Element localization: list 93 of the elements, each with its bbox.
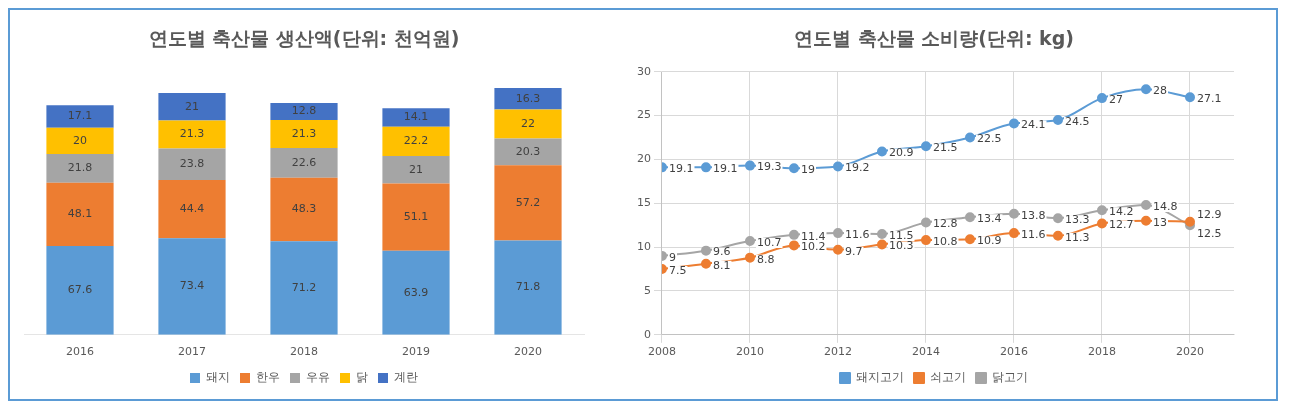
legend-label: 돼지 [206, 370, 230, 385]
x-tick-label: 2016 [1000, 345, 1028, 359]
data-label: 19.1 [713, 162, 738, 176]
data-label: 11.5 [889, 228, 914, 242]
y-tick-label: 10 [637, 239, 651, 253]
data-label: 10.9 [977, 234, 1002, 248]
data-label: 71.8 [515, 280, 541, 294]
x-tick-label: 2019 [402, 345, 430, 359]
data-label: 21.8 [67, 161, 93, 175]
data-label: 19.3 [757, 160, 782, 174]
data-label: 21 [409, 162, 423, 176]
legend-label: 한우 [256, 370, 280, 385]
data-label: 7.5 [669, 263, 687, 277]
data-label: 16.3 [515, 91, 541, 105]
x-tick-label: 2012 [824, 345, 852, 359]
data-label: 10.3 [889, 239, 914, 253]
legend-label: 우유 [306, 370, 330, 385]
x-tick-label: 2020 [1176, 345, 1204, 359]
data-label: 22.5 [977, 132, 1002, 146]
x-tick-label: 2020 [514, 345, 542, 359]
data-label: 14.8 [1153, 199, 1178, 213]
data-label: 63.9 [403, 285, 429, 299]
data-label: 12.7 [1109, 218, 1134, 232]
data-label: 21.3 [291, 126, 317, 140]
data-label: 57.2 [515, 195, 541, 209]
data-label: 14.1 [403, 110, 429, 124]
data-label: 21 [185, 99, 199, 113]
y-tick-label: 20 [637, 152, 651, 166]
legend-label: 돼지고기 [856, 370, 904, 385]
legend-label: 쇠고기 [930, 370, 966, 385]
data-label: 9 [669, 250, 676, 264]
data-label: 20 [73, 133, 87, 147]
y-tick-label: 30 [637, 64, 651, 78]
data-label: 22.6 [291, 155, 317, 169]
data-label: 10.8 [933, 234, 958, 248]
data-label: 13.4 [977, 212, 1002, 226]
y-tick-label: 15 [637, 196, 651, 210]
data-label: 71.2 [291, 280, 317, 294]
data-label: 21.5 [933, 141, 958, 155]
chart-title: 연도별 축산물 생산액(단위: 천억원) [148, 27, 460, 50]
data-label: 67.6 [67, 283, 93, 297]
y-tick-label: 5 [644, 283, 651, 297]
x-tick-label: 2016 [66, 345, 94, 359]
x-tick-label: 2018 [290, 345, 318, 359]
data-label: 19.1 [669, 162, 694, 176]
x-tick-label: 2014 [912, 345, 940, 359]
data-label: 13 [1153, 215, 1167, 229]
data-label: 10.7 [757, 235, 782, 249]
data-label: 44.4 [179, 201, 205, 215]
data-label: 22.2 [403, 134, 429, 148]
data-label: 11.4 [801, 229, 826, 243]
data-label: 48.3 [291, 202, 317, 216]
data-label: 24.1 [1021, 118, 1046, 132]
data-label: 23.8 [179, 157, 205, 171]
legend-label: 계란 [394, 370, 418, 385]
x-tick-label: 2017 [178, 345, 206, 359]
data-label: 22 [521, 116, 535, 130]
data-label: 19 [801, 163, 815, 177]
data-label: 11.6 [1021, 227, 1046, 241]
data-label: 14.2 [1109, 205, 1134, 219]
data-label: 12.5 [1197, 227, 1222, 241]
data-label: 13.3 [1065, 213, 1090, 227]
data-label: 21.3 [179, 127, 205, 141]
data-label: 17.1 [67, 109, 93, 123]
data-label: 12.8 [291, 104, 317, 118]
y-tick-label: 25 [637, 108, 651, 122]
x-tick-label: 2008 [648, 345, 676, 359]
x-tick-label: 2018 [1088, 345, 1116, 359]
data-label: 12.9 [1197, 207, 1222, 221]
data-label: 13.8 [1021, 208, 1046, 222]
data-label: 20.9 [889, 146, 914, 160]
data-label: 12.8 [933, 217, 958, 231]
data-label: 48.1 [67, 207, 93, 221]
data-label: 28 [1153, 84, 1167, 98]
y-tick-label: 0 [644, 327, 651, 341]
data-label: 24.5 [1065, 114, 1090, 128]
data-label: 10.2 [801, 240, 826, 254]
data-label: 51.1 [403, 210, 429, 224]
data-label: 19.2 [845, 161, 870, 175]
legend-label: 닭 [356, 370, 368, 385]
data-label: 73.4 [179, 279, 205, 293]
data-label: 9.7 [845, 244, 863, 258]
chart-title: 연도별 축산물 소비량(단위: kg) [793, 27, 1075, 50]
data-label: 27.1 [1197, 92, 1222, 106]
data-label: 11.6 [845, 227, 870, 241]
data-label: 8.1 [713, 258, 731, 272]
data-label: 20.3 [515, 144, 541, 158]
legend-label: 닭고기 [992, 370, 1028, 385]
data-label: 27 [1109, 92, 1123, 106]
x-tick-label: 2010 [736, 345, 764, 359]
data-label: 11.3 [1065, 230, 1090, 244]
data-label: 8.8 [757, 252, 775, 266]
data-label: 9.6 [713, 245, 731, 259]
